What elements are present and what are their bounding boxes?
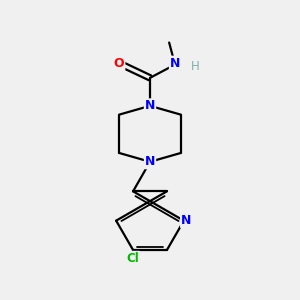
Text: N: N bbox=[145, 155, 155, 168]
Text: Cl: Cl bbox=[127, 252, 140, 265]
Text: H: H bbox=[191, 61, 200, 74]
Text: N: N bbox=[181, 214, 191, 227]
Text: N: N bbox=[145, 99, 155, 112]
Text: O: O bbox=[114, 57, 124, 70]
Text: N: N bbox=[170, 57, 180, 70]
